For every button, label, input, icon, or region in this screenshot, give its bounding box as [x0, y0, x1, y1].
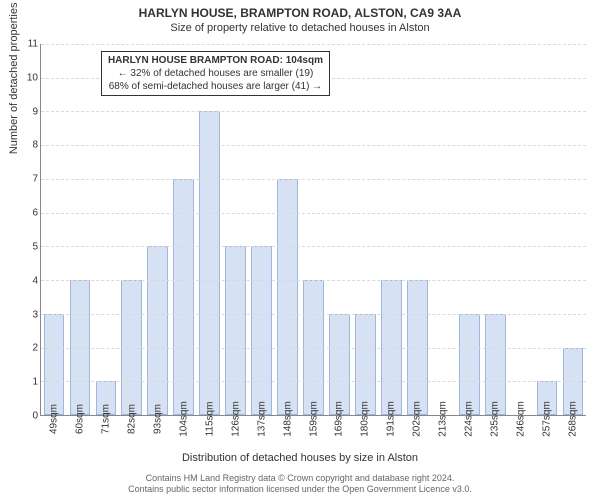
bar-slot: [197, 44, 223, 415]
grid-line: [41, 348, 586, 349]
x-tick-label: 169sqm: [334, 401, 345, 437]
y-tick: 5: [32, 241, 38, 252]
grid-line: [41, 44, 586, 45]
bar-slot: [482, 44, 508, 415]
chart-title: HARLYN HOUSE, BRAMPTON ROAD, ALSTON, CA9…: [0, 0, 600, 20]
bar-slot: [352, 44, 378, 415]
x-tick-label: 257sqm: [542, 401, 553, 437]
x-tick-label: 82sqm: [126, 404, 137, 434]
footer-line1: Contains HM Land Registry data © Crown c…: [0, 473, 600, 485]
bar: [485, 314, 506, 415]
annotation-box: HARLYN HOUSE BRAMPTON ROAD: 104sqm ← 32%…: [101, 51, 330, 96]
x-tick-label: 49sqm: [48, 404, 59, 434]
chart-subtitle: Size of property relative to detached ho…: [0, 20, 600, 38]
grid-line: [41, 111, 586, 112]
bar-slot: [430, 44, 456, 415]
plot-region: 49sqm60sqm71sqm82sqm93sqm104sqm115sqm126…: [40, 44, 586, 416]
bar: [329, 314, 350, 415]
bar: [355, 314, 376, 415]
bar-slot: [326, 44, 352, 415]
x-tick-label: 202sqm: [412, 401, 423, 437]
annotation-line2: ← 32% of detached houses are smaller (19…: [108, 67, 323, 80]
x-tick-label: 180sqm: [360, 401, 371, 437]
footer-line2: Contains public sector information licen…: [0, 484, 600, 496]
y-tick: 2: [32, 343, 38, 354]
bar-slot: [508, 44, 534, 415]
bar-slot: [145, 44, 171, 415]
chart-area: Number of detached properties 0123456789…: [40, 44, 586, 416]
x-tick-label: 137sqm: [256, 401, 267, 437]
bar: [147, 246, 168, 415]
footer: Contains HM Land Registry data © Crown c…: [0, 473, 600, 496]
bar-slot: [404, 44, 430, 415]
bar-slot: [171, 44, 197, 415]
grid-line: [41, 314, 586, 315]
bar-slot: [223, 44, 249, 415]
grid-line: [41, 213, 586, 214]
bar: [277, 179, 298, 415]
bar: [225, 246, 246, 415]
grid-line: [41, 381, 586, 382]
bar-slot: [275, 44, 301, 415]
bar: [251, 246, 272, 415]
bar-slot: [301, 44, 327, 415]
x-tick-label: 104sqm: [178, 401, 189, 437]
bar-slot: [67, 44, 93, 415]
x-tick-label: 213sqm: [438, 401, 449, 437]
bar-slot: [119, 44, 145, 415]
bar: [459, 314, 480, 415]
bar: [173, 179, 194, 415]
grid-line: [41, 145, 586, 146]
grid-line: [41, 179, 586, 180]
x-tick-label: 126sqm: [230, 401, 241, 437]
x-tick-label: 268sqm: [568, 401, 579, 437]
x-tick-label: 71sqm: [100, 404, 111, 434]
annotation-line3: 68% of semi-detached houses are larger (…: [108, 80, 323, 93]
y-tick: 4: [32, 275, 38, 286]
x-tick-label: 148sqm: [282, 401, 293, 437]
y-tick: 8: [32, 140, 38, 151]
bar: [44, 314, 65, 415]
bar-slot: [249, 44, 275, 415]
y-tick: 1: [32, 377, 38, 388]
y-tick: 6: [32, 208, 38, 219]
x-tick-label: 60sqm: [74, 404, 85, 434]
bar-slot: [93, 44, 119, 415]
bar-slot: [534, 44, 560, 415]
y-axis: 01234567891011: [16, 44, 40, 416]
x-tick-label: 93sqm: [152, 404, 163, 434]
bar: [199, 111, 220, 415]
bar-slot: [378, 44, 404, 415]
y-tick: 9: [32, 106, 38, 117]
y-tick: 0: [32, 411, 38, 422]
x-axis-label: Distribution of detached houses by size …: [0, 452, 600, 464]
y-tick: 7: [32, 174, 38, 185]
annotation-line1: HARLYN HOUSE BRAMPTON ROAD: 104sqm: [108, 54, 323, 67]
x-tick-label: 115sqm: [204, 402, 215, 437]
x-tick-label: 235sqm: [490, 401, 501, 437]
bars-container: [41, 44, 586, 415]
x-tick-label: 191sqm: [386, 401, 397, 437]
x-tick-label: 159sqm: [308, 401, 319, 437]
x-tick-label: 224sqm: [464, 401, 475, 437]
bar-slot: [41, 44, 67, 415]
y-tick: 3: [32, 309, 38, 320]
y-tick: 10: [27, 72, 38, 83]
x-tick-label: 246sqm: [516, 401, 527, 437]
bar-slot: [560, 44, 586, 415]
grid-line: [41, 246, 586, 247]
bar-slot: [456, 44, 482, 415]
y-tick: 11: [28, 39, 38, 50]
grid-line: [41, 280, 586, 281]
